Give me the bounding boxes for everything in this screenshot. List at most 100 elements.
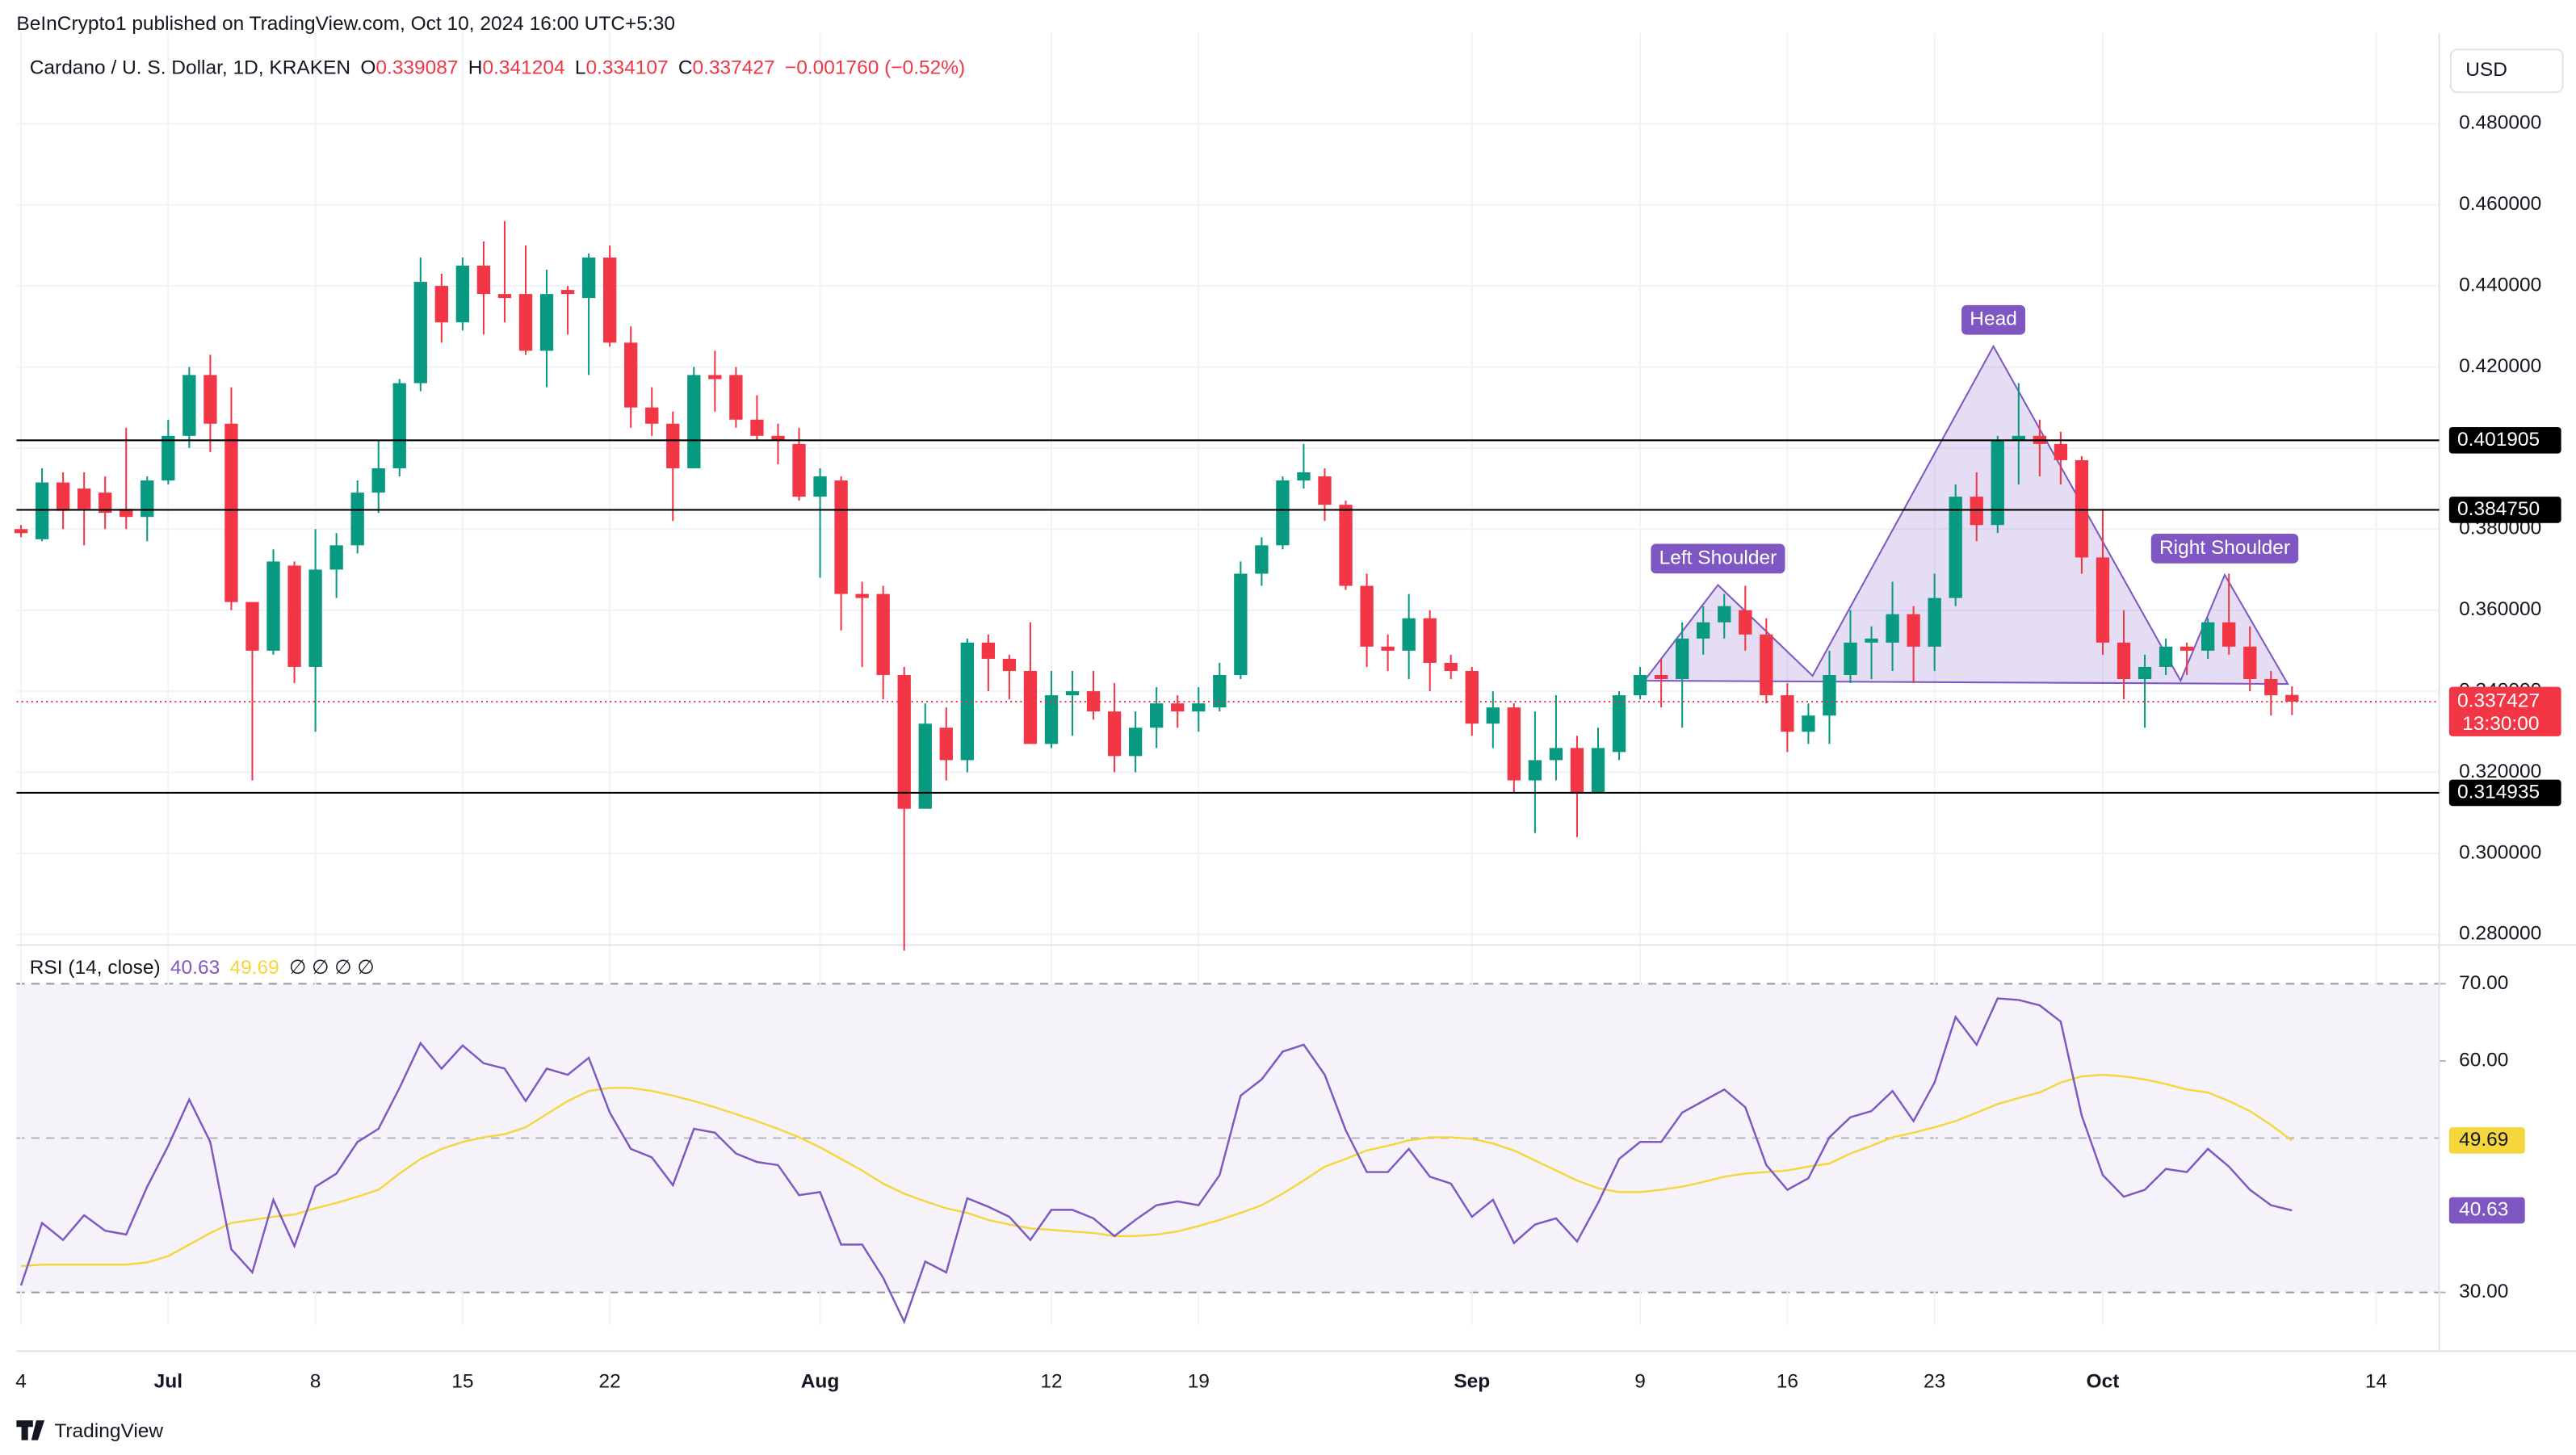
candle-body: [1107, 711, 1122, 757]
candle-body: [750, 419, 764, 436]
candle-body: [1802, 715, 1815, 732]
candle-body: [1781, 695, 1794, 732]
x-tick-label: 14: [2365, 1371, 2387, 1393]
candle-body: [2180, 646, 2194, 651]
candle-body: [329, 545, 343, 570]
rsi-value-box: [2448, 1127, 2525, 1154]
candle-body: [392, 383, 406, 468]
candle-body: [2012, 435, 2025, 440]
candle-body: [287, 565, 301, 667]
candle-body: [476, 265, 491, 295]
candle-body: [1760, 634, 1773, 696]
candle-body: [1402, 618, 1416, 651]
candle-body: [1423, 618, 1437, 663]
candle-body: [497, 294, 512, 299]
rsi-ma-line: [20, 1073, 2293, 1268]
candle-body: [162, 435, 175, 481]
candle-body: [855, 593, 869, 598]
c-value: 0.337427: [693, 57, 775, 79]
candle-body: [2138, 666, 2152, 680]
level-label-box: [2448, 497, 2561, 523]
candle-body: [1318, 476, 1332, 505]
x-tick-label: Oct: [2087, 1371, 2120, 1393]
rsi-settings: ∅ ∅ ∅ ∅: [289, 957, 375, 979]
o-value: 0.339087: [375, 57, 458, 79]
level-label: 0.314935: [2457, 781, 2540, 803]
candle-body: [624, 342, 638, 408]
rsi-ma-value: 49.69: [229, 957, 279, 979]
x-tick-label: 23: [1924, 1371, 1945, 1393]
candle-body: [1991, 439, 2004, 526]
candle-body: [455, 265, 470, 323]
y-tick-label: 0.480000: [2459, 112, 2541, 134]
x-tick-label: 16: [1777, 1371, 1798, 1393]
candle-body: [413, 282, 427, 384]
candle-body: [1276, 480, 1290, 546]
candle-body: [1549, 748, 1563, 761]
x-tick-label: 4: [15, 1371, 27, 1393]
y-tick-label: 0.440000: [2459, 275, 2541, 296]
candle-body: [1676, 638, 1689, 680]
candle-body: [2222, 622, 2236, 647]
candle-body: [1886, 614, 1899, 643]
x-tick-label: 12: [1040, 1371, 1062, 1393]
x-tick-label: Aug: [801, 1371, 840, 1393]
candle-body: [1150, 703, 1164, 728]
candle-body: [56, 482, 70, 511]
h-value: 0.341204: [482, 57, 564, 79]
rsi-value-label: 49.69: [2459, 1129, 2508, 1151]
candle-body: [1128, 728, 1143, 757]
candle-body: [1213, 674, 1227, 708]
candle-body: [518, 294, 533, 351]
candle-body: [2054, 443, 2068, 460]
currency-button[interactable]: [2449, 48, 2564, 94]
x-tick-label: Sep: [1454, 1371, 1490, 1393]
y-tick-label: 0.360000: [2459, 598, 2541, 620]
candle-body: [183, 375, 196, 436]
candle-body: [813, 476, 827, 497]
candle-body: [1065, 691, 1080, 696]
x-tick-label: 22: [599, 1371, 621, 1393]
candle-body: [1044, 695, 1059, 744]
candle-body: [645, 407, 659, 424]
candle-body: [203, 375, 217, 424]
candle-body: [1844, 642, 1857, 675]
candle-body: [687, 375, 701, 468]
candle-body: [141, 480, 154, 518]
candle-body: [266, 561, 280, 651]
candle-body: [1171, 703, 1185, 712]
candle-body: [602, 257, 617, 343]
last-price-box: [2448, 686, 2561, 736]
level-label-box: [2448, 779, 2561, 807]
pattern-label-box: [1651, 543, 1785, 574]
candle-body: [1528, 760, 1542, 781]
y-tick-label: 0.320000: [2459, 761, 2541, 782]
x-tick-label: 8: [310, 1371, 321, 1393]
candle-body: [1739, 610, 1752, 635]
candle-body: [35, 482, 49, 539]
candle-body: [1507, 707, 1521, 781]
candle-body: [918, 723, 932, 809]
c-label: C: [678, 57, 693, 79]
pattern-label: Head: [1970, 308, 2017, 330]
change: −0.001760 (−0.52%): [785, 57, 965, 79]
level-label: 0.384750: [2457, 498, 2540, 520]
rsi-title: RSI (14, close): [30, 957, 161, 979]
candle-body: [1339, 505, 1353, 586]
candle-body: [560, 290, 575, 295]
candle-body: [371, 468, 385, 493]
l-label: L: [575, 57, 586, 79]
candle-body: [581, 257, 596, 299]
y-tick-label: 0.280000: [2459, 923, 2541, 945]
candle-body: [77, 488, 91, 509]
candle-body: [99, 493, 112, 514]
h-label: H: [468, 57, 483, 79]
candle-body: [1591, 748, 1605, 793]
pattern-label: Left Shoulder: [1659, 547, 1777, 568]
rsi-tick-label: 30.00: [2459, 1281, 2508, 1302]
currency[interactable]: USD: [2465, 59, 2507, 81]
y-tick-label: 0.460000: [2459, 193, 2541, 215]
candle-body: [729, 375, 743, 420]
candle-body: [2075, 459, 2089, 558]
